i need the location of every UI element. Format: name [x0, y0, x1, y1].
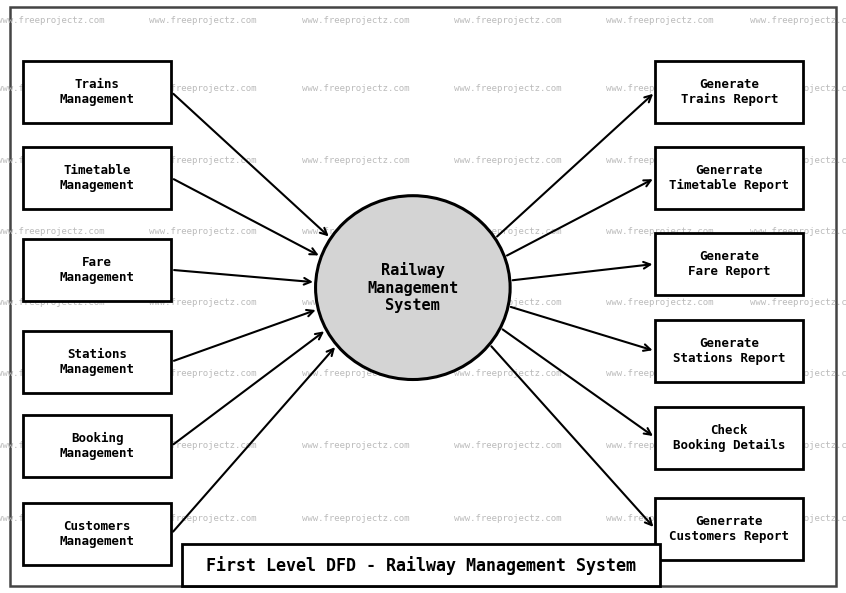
Text: www.freeprojectz.com: www.freeprojectz.com [453, 227, 562, 236]
Text: www.freeprojectz.com: www.freeprojectz.com [149, 441, 257, 451]
FancyBboxPatch shape [24, 415, 171, 477]
Text: www.freeprojectz.com: www.freeprojectz.com [0, 227, 105, 236]
Text: www.freeprojectz.com: www.freeprojectz.com [149, 84, 257, 94]
Text: www.freeprojectz.com: www.freeprojectz.com [453, 84, 562, 94]
Text: www.freeprojectz.com: www.freeprojectz.com [453, 298, 562, 307]
FancyBboxPatch shape [24, 331, 171, 393]
Text: www.freeprojectz.com: www.freeprojectz.com [149, 16, 257, 25]
FancyBboxPatch shape [655, 498, 804, 560]
Text: www.freeprojectz.com: www.freeprojectz.com [606, 155, 714, 165]
Text: www.freeprojectz.com: www.freeprojectz.com [750, 514, 846, 524]
Text: www.freeprojectz.com: www.freeprojectz.com [0, 16, 105, 25]
Text: www.freeprojectz.com: www.freeprojectz.com [301, 441, 409, 451]
Text: www.freeprojectz.com: www.freeprojectz.com [149, 298, 257, 307]
Text: www.freeprojectz.com: www.freeprojectz.com [750, 155, 846, 165]
Text: www.freeprojectz.com: www.freeprojectz.com [0, 441, 105, 451]
Text: Check
Booking Details: Check Booking Details [673, 423, 785, 452]
Text: Fare
Management: Fare Management [60, 256, 135, 284]
Text: www.freeprojectz.com: www.freeprojectz.com [750, 441, 846, 451]
Text: Railway
Management
System: Railway Management System [367, 262, 459, 313]
Text: www.freeprojectz.com: www.freeprojectz.com [0, 514, 105, 524]
Text: www.freeprojectz.com: www.freeprojectz.com [301, 514, 409, 524]
Text: www.freeprojectz.com: www.freeprojectz.com [301, 369, 409, 378]
FancyBboxPatch shape [182, 544, 660, 586]
Text: www.freeprojectz.com: www.freeprojectz.com [301, 16, 409, 25]
Text: www.freeprojectz.com: www.freeprojectz.com [606, 441, 714, 451]
Text: www.freeprojectz.com: www.freeprojectz.com [0, 84, 105, 94]
Text: Customers
Management: Customers Management [60, 519, 135, 548]
Text: www.freeprojectz.com: www.freeprojectz.com [149, 155, 257, 165]
Text: www.freeprojectz.com: www.freeprojectz.com [453, 514, 562, 524]
Text: www.freeprojectz.com: www.freeprojectz.com [453, 16, 562, 25]
FancyBboxPatch shape [655, 233, 804, 295]
FancyBboxPatch shape [655, 147, 804, 209]
Text: www.freeprojectz.com: www.freeprojectz.com [750, 298, 846, 307]
Text: www.freeprojectz.com: www.freeprojectz.com [750, 16, 846, 25]
Text: www.freeprojectz.com: www.freeprojectz.com [301, 84, 409, 94]
FancyBboxPatch shape [24, 239, 171, 301]
Text: www.freeprojectz.com: www.freeprojectz.com [149, 227, 257, 236]
Text: www.freeprojectz.com: www.freeprojectz.com [453, 441, 562, 451]
FancyBboxPatch shape [24, 503, 171, 565]
Text: Stations
Management: Stations Management [60, 347, 135, 376]
Text: Booking
Management: Booking Management [60, 432, 135, 460]
Text: www.freeprojectz.com: www.freeprojectz.com [301, 298, 409, 307]
Text: www.freeprojectz.com: www.freeprojectz.com [606, 84, 714, 94]
FancyBboxPatch shape [655, 61, 804, 123]
Text: Trains
Management: Trains Management [60, 78, 135, 106]
FancyBboxPatch shape [655, 407, 804, 468]
Text: www.freeprojectz.com: www.freeprojectz.com [0, 369, 105, 378]
Text: www.freeprojectz.com: www.freeprojectz.com [149, 369, 257, 378]
Text: Generate
Trains Report: Generate Trains Report [680, 78, 778, 106]
Text: Generate
Stations Report: Generate Stations Report [673, 337, 785, 365]
Text: Timetable
Management: Timetable Management [60, 164, 135, 192]
Text: www.freeprojectz.com: www.freeprojectz.com [606, 227, 714, 236]
Text: www.freeprojectz.com: www.freeprojectz.com [0, 155, 105, 165]
Text: www.freeprojectz.com: www.freeprojectz.com [606, 369, 714, 378]
Text: www.freeprojectz.com: www.freeprojectz.com [453, 369, 562, 378]
Text: www.freeprojectz.com: www.freeprojectz.com [750, 227, 846, 236]
FancyBboxPatch shape [655, 320, 804, 382]
FancyBboxPatch shape [24, 61, 171, 123]
Text: First Level DFD - Railway Management System: First Level DFD - Railway Management Sys… [206, 556, 636, 575]
Text: www.freeprojectz.com: www.freeprojectz.com [0, 298, 105, 307]
Ellipse shape [316, 196, 510, 380]
Text: Generate
Fare Report: Generate Fare Report [688, 250, 771, 278]
Text: www.freeprojectz.com: www.freeprojectz.com [750, 369, 846, 378]
FancyBboxPatch shape [24, 147, 171, 209]
Text: www.freeprojectz.com: www.freeprojectz.com [606, 298, 714, 307]
Text: www.freeprojectz.com: www.freeprojectz.com [149, 514, 257, 524]
Text: www.freeprojectz.com: www.freeprojectz.com [301, 155, 409, 165]
Text: Generrate
Customers Report: Generrate Customers Report [669, 515, 789, 543]
Text: www.freeprojectz.com: www.freeprojectz.com [606, 16, 714, 25]
Text: www.freeprojectz.com: www.freeprojectz.com [453, 155, 562, 165]
Text: www.freeprojectz.com: www.freeprojectz.com [301, 227, 409, 236]
Text: Generrate
Timetable Report: Generrate Timetable Report [669, 164, 789, 192]
Text: www.freeprojectz.com: www.freeprojectz.com [750, 84, 846, 94]
Text: www.freeprojectz.com: www.freeprojectz.com [606, 514, 714, 524]
